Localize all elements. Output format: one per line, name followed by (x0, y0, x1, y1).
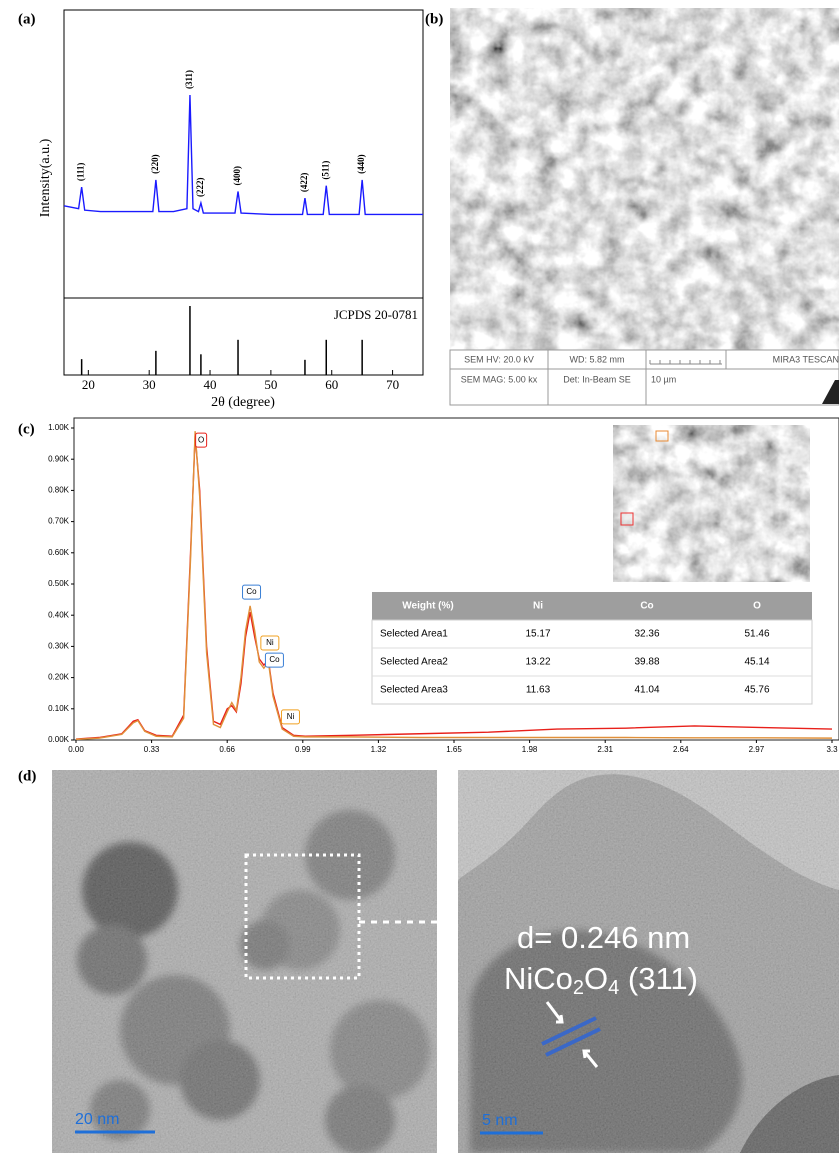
table-cell: 32.36 (634, 629, 659, 640)
phase-part: O (584, 961, 608, 996)
x-tick-label: 60 (325, 377, 338, 392)
table-cell: Selected Area2 (380, 657, 448, 668)
table-cell: 41.04 (634, 685, 659, 696)
sem-hv: SEM HV: 20.0 kV (464, 354, 534, 364)
x-tick-label: 0.66 (219, 745, 235, 754)
table-cell: 51.46 (744, 629, 769, 640)
phase-part: 4 (608, 977, 619, 999)
x-tick-label: 2.64 (673, 745, 689, 754)
peak-label: (222) (195, 177, 205, 197)
sem-wd: WD: 5.82 mm (569, 354, 624, 364)
table-cell: 45.14 (744, 657, 769, 668)
x-tick-label: 2.97 (749, 745, 765, 754)
table-header: Ni (533, 601, 543, 612)
data-line (64, 95, 423, 215)
y-tick-label: 0.80K (48, 486, 70, 495)
y-tick-label: 0.00K (48, 735, 70, 744)
table-header: Co (640, 601, 653, 612)
phase-part: (311) (619, 961, 698, 996)
table-cell: 45.76 (744, 685, 769, 696)
table-cell: Selected Area3 (380, 685, 448, 696)
phase-label: NiCo2O4 (311) (504, 961, 698, 999)
panel-label: (a) (18, 11, 36, 27)
peak-label: (440) (356, 154, 366, 174)
peak-label: (220) (150, 154, 160, 174)
x-tick-label: 2.31 (597, 745, 613, 754)
peak-label: Co (269, 655, 280, 664)
x-tick-label: 0.00 (68, 745, 84, 754)
y-tick-label: 0.20K (48, 673, 70, 682)
sem-mag: SEM MAG: 5.00 kx (461, 374, 538, 384)
x-axis-label: 2θ (degree) (211, 395, 275, 410)
panel-label: (d) (18, 768, 36, 784)
sem-image (450, 8, 839, 350)
figure: 2θ (degree) Intensity(a.u.) JCPDS 20-078… (0, 0, 839, 1153)
x-tick-label: 3.3 (826, 745, 838, 754)
y-tick-label: 0.90K (48, 454, 70, 463)
y-tick-label: 0.30K (48, 642, 70, 651)
peak-label: O (198, 435, 204, 444)
reference-label: JCPDS 20-0781 (334, 307, 418, 322)
peak-label: (111) (76, 163, 86, 182)
y-tick-label: 0.40K (48, 610, 70, 619)
table-cell: 13.22 (525, 657, 550, 668)
sem-scale: 10 µm (651, 374, 676, 384)
x-tick-label: 40 (204, 377, 217, 392)
y-tick-label: 0.50K (48, 579, 70, 588)
table-cell: 15.17 (525, 629, 550, 640)
panel-label: (c) (18, 421, 35, 437)
x-tick-label: 20 (82, 377, 95, 392)
table-cell: 39.88 (634, 657, 659, 668)
y-tick-label: 1.00K (48, 423, 70, 432)
y-tick-label: 0.60K (48, 548, 70, 557)
table-header: O (753, 601, 761, 612)
table-cell: Selected Area1 (380, 629, 448, 640)
peak-label: (511) (320, 161, 330, 180)
x-tick-label: 1.98 (522, 745, 538, 754)
peak-label: (311) (184, 70, 194, 89)
peak-label: (400) (232, 166, 242, 186)
peak-label: Co (246, 587, 257, 596)
phase-part: NiCo (504, 961, 573, 996)
y-tick-label: 0.70K (48, 517, 70, 526)
d-spacing: d= 0.246 nm (517, 920, 690, 955)
x-tick-label: 1.65 (446, 745, 462, 754)
peak-label: Ni (287, 712, 295, 721)
table-cell: 11.63 (526, 685, 551, 696)
table-header: Weight (%) (402, 601, 453, 612)
sem-det: Det: In-Beam SE (563, 374, 631, 384)
x-tick-label: 50 (264, 377, 277, 392)
x-tick-label: 30 (143, 377, 156, 392)
peak-label: Ni (266, 638, 274, 647)
scale-label: 20 nm (75, 1111, 119, 1128)
x-tick-label: 1.32 (371, 745, 387, 754)
peak-label: (422) (299, 173, 309, 193)
y-tick-label: 0.10K (48, 704, 70, 713)
x-tick-label: 0.99 (295, 745, 311, 754)
y-axis-label: Intensity(a.u.) (38, 138, 53, 217)
sem-brand: MIRA3 TESCAN (773, 354, 839, 364)
phase-part: 2 (573, 977, 584, 999)
x-tick-label: 0.33 (144, 745, 160, 754)
eds-inset-image (613, 425, 810, 582)
panel-label: (b) (425, 11, 443, 27)
scale-label: 5 nm (482, 1112, 518, 1129)
x-tick-label: 70 (386, 377, 399, 392)
